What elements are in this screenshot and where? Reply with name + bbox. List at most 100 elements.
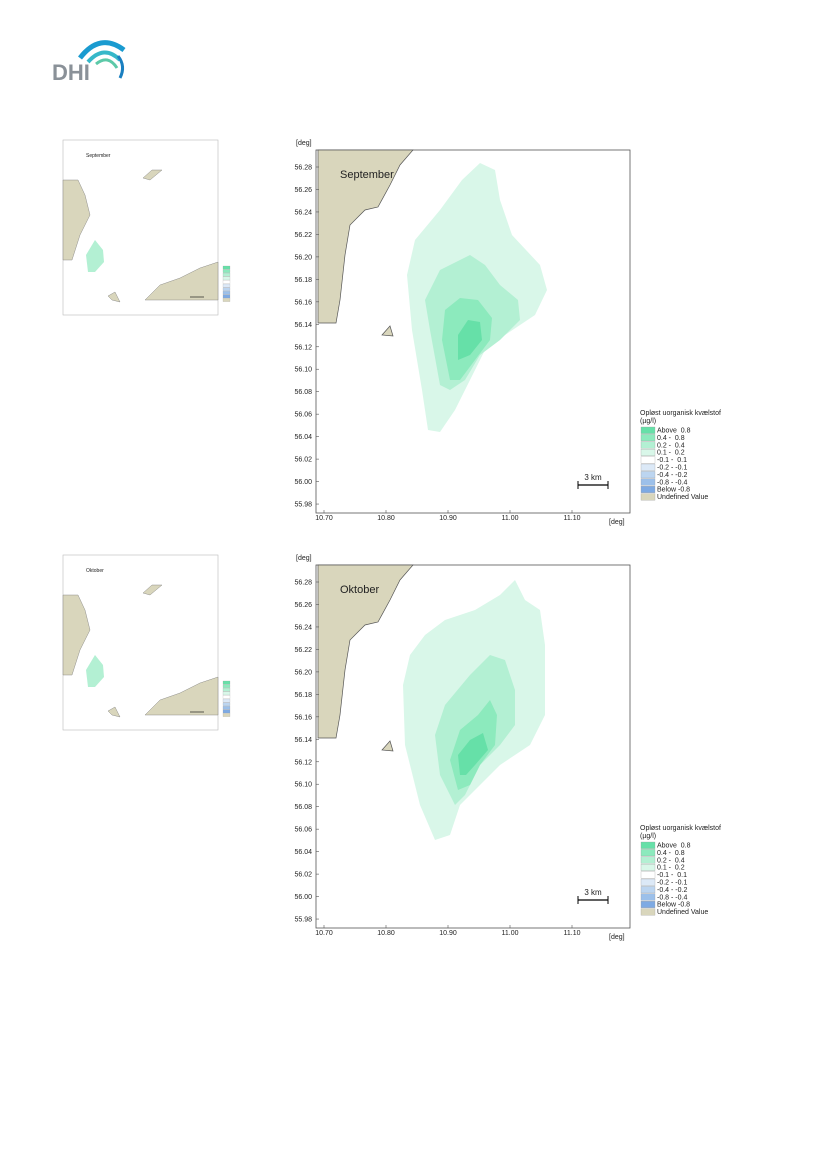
- y-tick-label: 56.20: [294, 669, 312, 676]
- inset-land: [144, 261, 219, 301]
- x-tick-label: 10.70: [315, 515, 333, 522]
- legend-label: -0.4 - -0.2: [657, 472, 687, 479]
- legend-label: -0.4 - -0.2: [657, 887, 687, 894]
- legend-swatch: [640, 441, 656, 449]
- scale-bar-label: 3 km: [584, 473, 602, 482]
- legend-swatch: [640, 478, 656, 486]
- legend-swatch: [640, 893, 656, 901]
- inset-land: [142, 169, 163, 181]
- island: [381, 740, 394, 752]
- legend-swatch: [640, 886, 656, 894]
- logo: DHI: [52, 40, 126, 85]
- inset-legend-swatch: [222, 695, 231, 699]
- inset-legend-swatch: [222, 680, 231, 685]
- x-tick-label: 11.10: [564, 515, 581, 522]
- x-tick-label: 10.90: [439, 930, 457, 937]
- inset-map: Oktober: [62, 554, 231, 731]
- y-tick-label: 56.14: [294, 737, 312, 744]
- y-tick-label: 56.12: [294, 759, 312, 766]
- map-panel: September September [deg] [deg] 56.28 56.26 56…: [62, 139, 721, 526]
- legend-label: 0.4 - 0.8: [657, 435, 685, 442]
- legend-swatch: [640, 856, 656, 864]
- legend-label: 0.4 - 0.8: [657, 850, 685, 857]
- legend-swatch: [640, 849, 656, 857]
- island: [381, 325, 394, 337]
- inset-legend-swatch: [222, 273, 231, 277]
- y-tick-label: 56.16: [294, 714, 312, 721]
- inset-title: Oktober: [86, 568, 104, 574]
- y-tick-label: 56.10: [294, 367, 312, 374]
- legend-label: 0.2 - 0.4: [657, 857, 685, 864]
- legend-swatch: [640, 463, 656, 471]
- legend-swatch: [640, 449, 656, 456]
- land: [317, 564, 414, 739]
- legend-label: Above 0.8: [657, 843, 691, 850]
- legend-label: Below -0.8: [657, 902, 690, 909]
- legend-label: Above 0.8: [657, 428, 691, 435]
- legend-label: 0.1 - 0.2: [657, 865, 685, 872]
- x-tick-label: 11.00: [502, 515, 519, 522]
- legend-label: -0.1 - 0.1: [657, 872, 687, 879]
- y-unit: [deg]: [296, 140, 312, 147]
- legend-swatch: [640, 901, 656, 908]
- y-tick-label: 56.22: [294, 232, 312, 239]
- legend-label: -0.8 - -0.4: [657, 479, 687, 486]
- y-tick-label: 56.02: [294, 872, 312, 879]
- inset-legend-swatch: [222, 276, 231, 281]
- inset-land: [107, 291, 121, 303]
- legend-swatch: [640, 434, 656, 442]
- land: [317, 149, 414, 324]
- inset-legend-swatch: [222, 709, 231, 714]
- inset-map: September: [62, 139, 231, 316]
- legend-label: Below -0.8: [657, 487, 690, 494]
- inset-legend-swatch: [222, 269, 231, 273]
- legend-swatch: [640, 841, 656, 849]
- inset-land: [107, 706, 121, 718]
- legend-label: 0.2 - 0.4: [657, 442, 685, 449]
- x-unit: [deg]: [609, 519, 625, 526]
- y-tick-label: 56.00: [294, 479, 312, 486]
- inset-plume: [86, 240, 104, 272]
- inset-legend-swatch: [222, 691, 231, 696]
- y-tick-label: 56.04: [294, 434, 312, 441]
- map-title: September: [340, 169, 394, 181]
- legend-unit: (µg/l): [640, 418, 656, 425]
- y-tick-label: 56.24: [294, 624, 312, 631]
- inset-legend-swatch: [222, 706, 231, 710]
- plume-contour: [458, 733, 488, 775]
- inset-title: September: [86, 153, 111, 159]
- legend-swatch: [640, 908, 656, 916]
- inset-land: [62, 179, 91, 261]
- inset-legend-swatch: [222, 291, 231, 295]
- inset-legend-swatch: [222, 698, 231, 703]
- x-tick-label: 10.80: [377, 930, 395, 937]
- y-tick-label: 56.14: [294, 322, 312, 329]
- legend-label: Undefined Value: [657, 494, 708, 501]
- y-tick-label: 56.06: [294, 827, 312, 834]
- legend-label: 0.1 - 0.2: [657, 450, 685, 457]
- y-tick-label: 56.00: [294, 894, 312, 901]
- inset-legend-swatch: [222, 265, 231, 270]
- inset-legend-swatch: [222, 283, 231, 288]
- map-panel: Oktober Oktober [deg] [deg] 56.28 56.26 56.24 5…: [62, 554, 721, 941]
- y-tick-label: 56.18: [294, 277, 312, 284]
- inset-legend-swatch: [222, 287, 231, 291]
- y-tick-label: 56.16: [294, 299, 312, 306]
- inset-legend-swatch: [222, 702, 231, 706]
- x-tick-label: 10.90: [439, 515, 457, 522]
- y-tick-label: 56.02: [294, 457, 312, 464]
- y-tick-label: 55.98: [294, 502, 312, 509]
- legend-swatch: [640, 456, 656, 464]
- y-tick-label: 56.28: [294, 580, 312, 587]
- legend-swatch: [640, 471, 656, 479]
- x-unit: [deg]: [609, 934, 625, 941]
- y-tick-label: 56.10: [294, 782, 312, 789]
- legend-label: -0.1 - 0.1: [657, 457, 687, 464]
- y-tick-label: 56.18: [294, 692, 312, 699]
- legend-label: Undefined Value: [657, 909, 708, 916]
- legend-title: Opløst uorganisk kvælstof: [640, 825, 721, 832]
- legend-label: -0.2 - -0.1: [657, 465, 687, 472]
- y-tick-label: 56.22: [294, 647, 312, 654]
